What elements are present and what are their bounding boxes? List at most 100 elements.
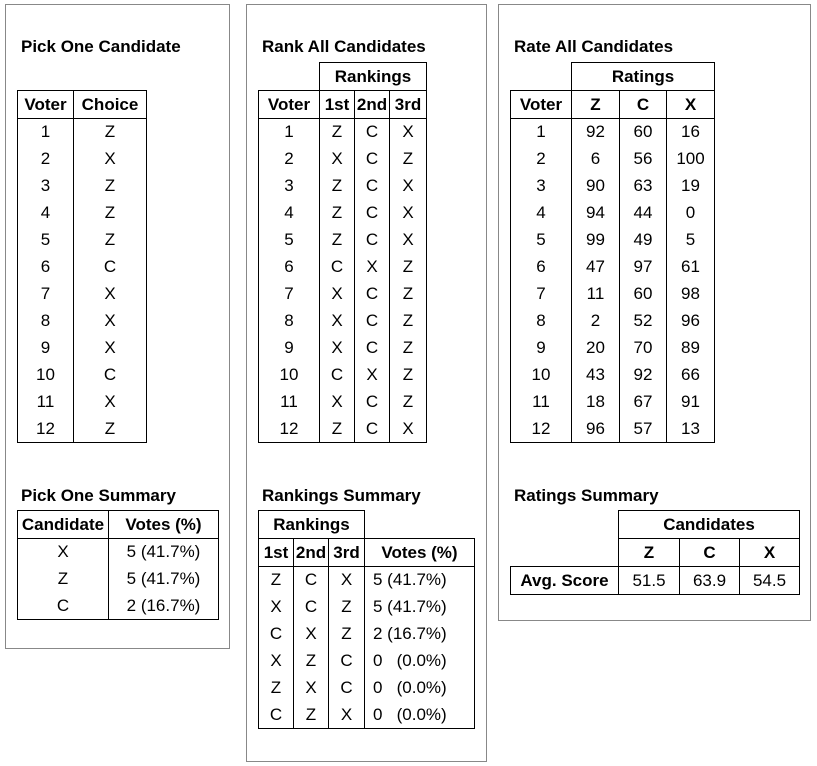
table-cell: 11 xyxy=(571,280,620,307)
table-cell: 1 xyxy=(17,118,74,145)
table-cell: Z xyxy=(319,415,355,443)
summary-col-votes: Votes (%) xyxy=(108,510,219,539)
table-cell: C xyxy=(319,361,355,388)
table-cell: Z xyxy=(319,172,355,199)
table-row: 12 96 57 13 xyxy=(510,415,715,443)
table-cell: 0 (0.0%) xyxy=(364,701,475,729)
table-cell: C xyxy=(354,199,390,226)
table-cell: Z xyxy=(319,226,355,253)
table-cell: Z xyxy=(328,593,365,620)
table-cell: 3 xyxy=(17,172,74,199)
table-cell: X xyxy=(319,145,355,172)
table-cell: 70 xyxy=(619,334,667,361)
col-header-z: Z xyxy=(571,90,620,119)
table-cell: Z xyxy=(389,334,427,361)
table-row: 10 C xyxy=(17,361,147,388)
table-cell: 11 xyxy=(17,388,74,415)
table-cell: C xyxy=(354,280,390,307)
table-cell: 98 xyxy=(666,280,715,307)
table-cell: C xyxy=(354,226,390,253)
table-cell: X xyxy=(293,620,329,647)
col-header-choice: Choice xyxy=(73,90,147,119)
table-cell: 11 xyxy=(510,388,572,415)
rankings-group-header: Rankings xyxy=(319,62,427,91)
table-cell: X xyxy=(328,701,365,729)
table-cell: 60 xyxy=(619,118,667,145)
table-cell: Z xyxy=(389,307,427,334)
table-row: 12 Z C X xyxy=(258,415,427,443)
table-cell: Z xyxy=(17,565,109,592)
table-cell: 96 xyxy=(571,415,620,443)
table-cell: Z xyxy=(328,620,365,647)
summary-col-c: C xyxy=(679,538,740,567)
table-cell: C xyxy=(354,118,390,145)
table-cell: 11 xyxy=(258,388,320,415)
avg-score-z: 51.5 xyxy=(618,566,680,595)
table-cell: X xyxy=(389,199,427,226)
table-row: 9 20 70 89 xyxy=(510,334,715,361)
table-cell: 7 xyxy=(258,280,320,307)
table-cell: 9 xyxy=(258,334,320,361)
rate-all-table: 1 92 60 16 2 6 56 100 3 90 63 19 4 94 44 0 5 99 49 5 6 47 97 61… xyxy=(510,118,715,443)
rate-all-panel: Rate All Candidates Ratings Voter Z C X … xyxy=(498,4,811,621)
table-cell: Z xyxy=(389,145,427,172)
table-cell: X xyxy=(258,593,294,620)
table-cell: 4 xyxy=(510,199,572,226)
table-cell: Z xyxy=(73,226,147,253)
table-cell: 92 xyxy=(571,118,620,145)
table-cell: X xyxy=(354,361,390,388)
table-cell: 7 xyxy=(17,280,74,307)
table-row: 6 47 97 61 xyxy=(510,253,715,280)
summary-col-1st: 1st xyxy=(258,538,294,567)
rate-all-header-table: Ratings Voter Z C X xyxy=(510,62,716,119)
table-cell: Z xyxy=(73,415,147,443)
table-cell: 6 xyxy=(258,253,320,280)
table-cell: 6 xyxy=(510,253,572,280)
table-row: 11 X C Z xyxy=(258,388,427,415)
table-cell: Z xyxy=(389,388,427,415)
table-cell: 5 (41.7%) xyxy=(364,566,475,593)
table-cell: 94 xyxy=(571,199,620,226)
table-cell: 56 xyxy=(619,145,667,172)
table-row: 2 6 56 100 xyxy=(510,145,715,172)
table-cell: 2 xyxy=(571,307,620,334)
table-cell: 5 (41.7%) xyxy=(364,593,475,620)
table-cell: 2 xyxy=(17,145,74,172)
rank-all-panel: Rank All Candidates Rankings Voter 1st 2… xyxy=(246,4,487,762)
table-cell: 10 xyxy=(17,361,74,388)
table-cell: X xyxy=(73,145,147,172)
table-cell: 57 xyxy=(619,415,667,443)
table-row: 5 99 49 5 xyxy=(510,226,715,253)
table-cell: 13 xyxy=(666,415,715,443)
table-cell: 10 xyxy=(258,361,320,388)
table-cell: 12 xyxy=(258,415,320,443)
table-cell: 44 xyxy=(619,199,667,226)
pick-one-summary-title: Pick One Summary xyxy=(21,486,176,505)
table-cell: 92 xyxy=(619,361,667,388)
table-cell: X xyxy=(319,280,355,307)
table-cell: C xyxy=(354,334,390,361)
table-cell: X xyxy=(319,307,355,334)
table-cell: 100 xyxy=(666,145,715,172)
table-cell: 4 xyxy=(17,199,74,226)
table-cell: 9 xyxy=(510,334,572,361)
table-cell: Z xyxy=(389,280,427,307)
table-cell: 0 xyxy=(666,199,715,226)
table-cell: 3 xyxy=(258,172,320,199)
table-cell: 43 xyxy=(571,361,620,388)
table-cell: 2 (16.7%) xyxy=(364,620,475,647)
table-cell: C xyxy=(73,361,147,388)
table-cell: 96 xyxy=(666,307,715,334)
